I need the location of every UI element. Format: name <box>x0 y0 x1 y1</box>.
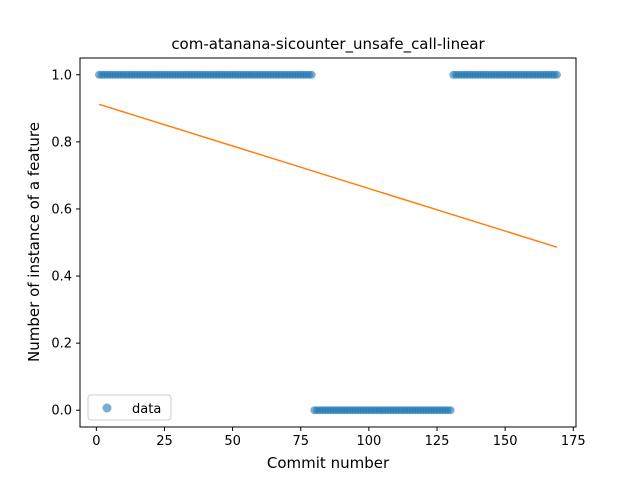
x-tick-label: 0 <box>92 434 100 449</box>
legend-label: data <box>132 402 161 417</box>
plot-frame <box>79 57 577 428</box>
x-tick-label: 50 <box>224 434 241 449</box>
data-point <box>446 406 455 415</box>
y-tick-label: 0.2 <box>51 337 72 352</box>
x-axis: 0 25 50 75 100 125 150 175 <box>92 427 586 449</box>
x-tick-label: 25 <box>156 434 173 449</box>
y-tick-label: 0.8 <box>51 135 72 150</box>
legend-box <box>87 394 172 421</box>
x-tick-label: 150 <box>493 434 518 449</box>
data-point <box>552 70 561 79</box>
legend-marker <box>102 403 112 413</box>
y-axis-label: Number of instance of a feature <box>25 122 43 362</box>
x-tick-label: 125 <box>425 434 450 449</box>
y-tick-label: 0.6 <box>51 202 72 217</box>
x-axis-label: Commit number <box>267 454 390 472</box>
y-axis: 0.0 0.2 0.4 0.6 0.8 1.0 <box>51 68 80 419</box>
x-tick-label: 175 <box>561 434 586 449</box>
y-tick-label: 0.4 <box>51 270 72 285</box>
legend: data <box>87 394 172 421</box>
plot-area <box>95 70 561 415</box>
y-tick-label: 0.0 <box>51 404 72 419</box>
x-tick-label: 100 <box>356 434 381 449</box>
fit-line <box>98 103 558 248</box>
data-point <box>307 70 316 79</box>
x-tick-label: 75 <box>292 434 309 449</box>
y-tick-label: 1.0 <box>51 68 72 83</box>
chart-title: com-atanana-sicounter_unsafe_call-linear <box>171 35 485 54</box>
